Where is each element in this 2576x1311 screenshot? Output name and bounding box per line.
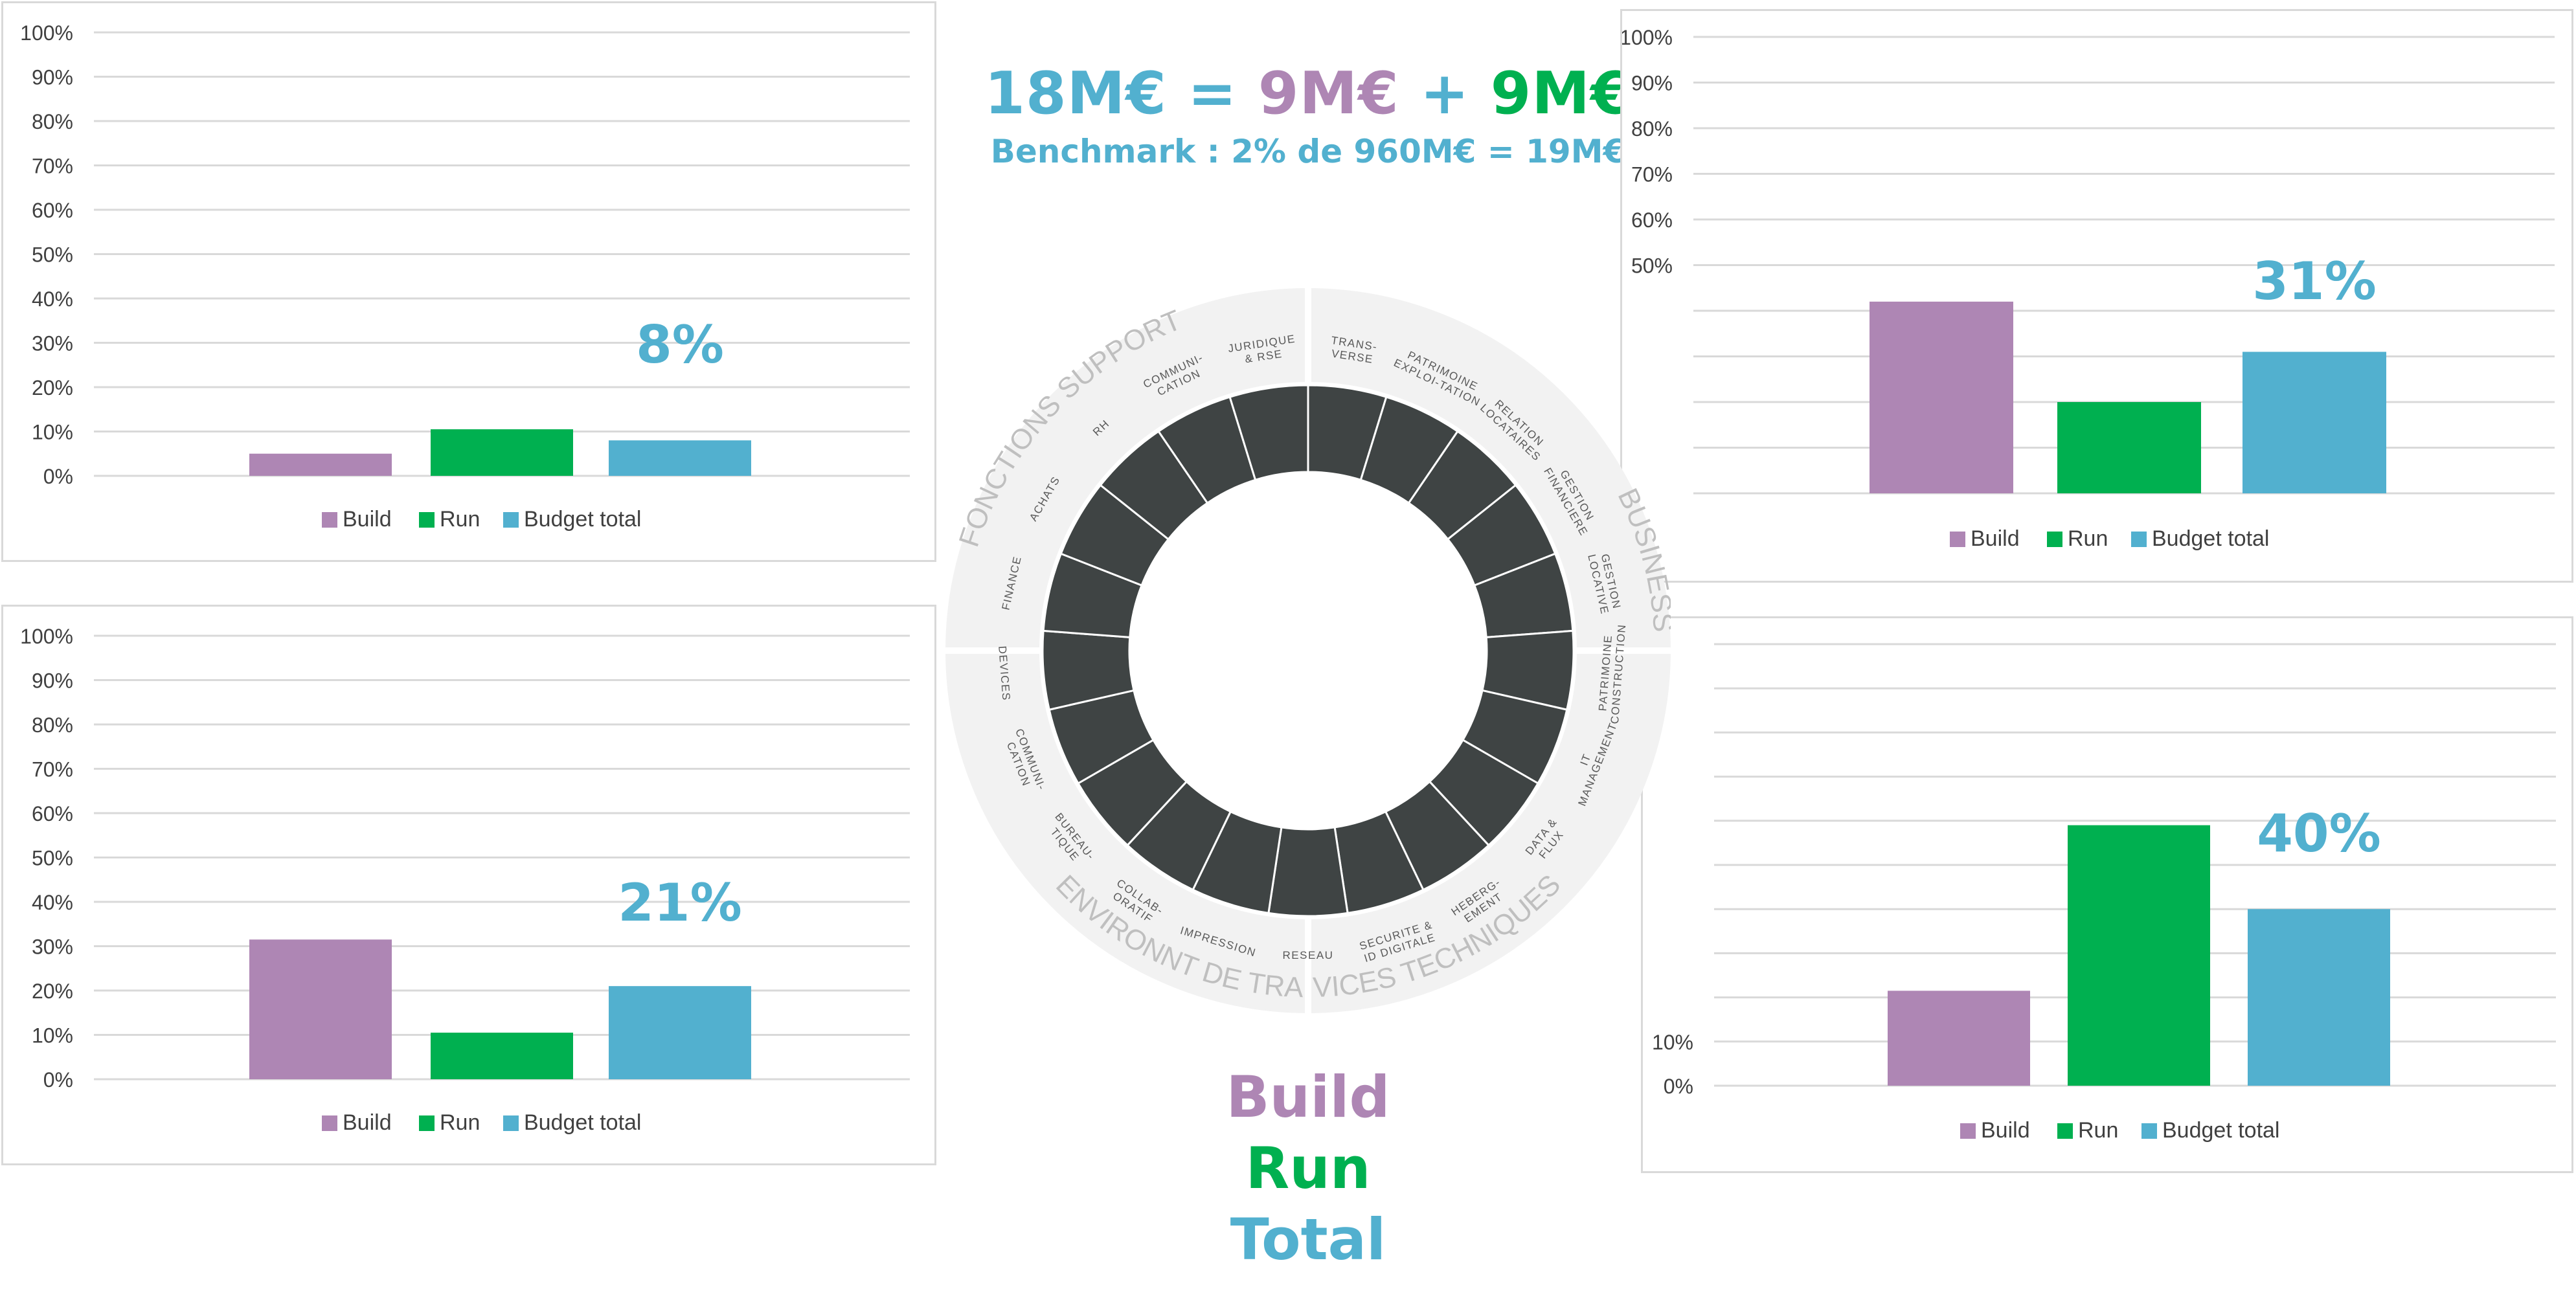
total-annotation: 8% <box>636 315 724 375</box>
bar-budget-total <box>2248 909 2390 1086</box>
total-annotation: 40% <box>2257 803 2380 864</box>
y-tick-label: 40% <box>32 891 73 914</box>
bar-chart-svg: 0% 10% 20% 30% 40% 50% 60% 70% 80% 90% 100% 21% Buil… <box>20 625 910 1135</box>
bar-budget-total <box>2243 352 2386 493</box>
bar-chart-svg: 0% 10% 40% Build Run Budget total <box>1652 643 2556 1143</box>
y-tick-label: 60% <box>32 199 73 222</box>
y-tick-label: 80% <box>32 110 73 133</box>
bar-build <box>249 453 392 476</box>
headline-equation: 18M€ = 9M€ + 9M€ <box>932 60 1684 128</box>
legend-swatch <box>2047 532 2062 547</box>
headline-run: 9M€ <box>1490 60 1632 128</box>
y-tick-label: 30% <box>32 332 73 355</box>
legend-label: Budget total <box>524 507 641 532</box>
y-tick-label: 80% <box>1631 117 1673 140</box>
y-tick-label: 10% <box>32 421 73 444</box>
bar-chart-svg: 50% 60% 70% 80% 90% 100% 31% Build Run Budget tot… <box>1622 26 2555 551</box>
legend-label: Build <box>1981 1118 2030 1143</box>
legend-swatch <box>322 1115 337 1131</box>
legend-label: Run <box>2078 1118 2118 1143</box>
total-annotation: 21% <box>618 873 741 933</box>
headline-plus: + <box>1399 60 1491 128</box>
legend-label: Build <box>1971 526 2020 551</box>
bar-build <box>1888 991 2030 1086</box>
legend-swatch <box>503 512 519 528</box>
wheel-segment-label: COMMUNI-CATION <box>1000 727 1048 797</box>
wheel-segments <box>1041 384 1575 917</box>
bar-build <box>1870 301 2013 493</box>
y-tick-label: 90% <box>32 669 73 693</box>
chart-bottom-right: 0% 10% 40% Build Run Budget total <box>1641 616 2573 1173</box>
legend-swatch <box>1950 532 1965 547</box>
legend-label: Run <box>440 507 480 532</box>
bar-chart-svg: 0% 10% 20% 30% 40% 50% 60% 70% 80% 90% 100% 8% Build… <box>20 21 910 532</box>
bar-run <box>2057 402 2201 493</box>
headline-build: 9M€ <box>1258 60 1399 128</box>
bar-build <box>249 939 392 1079</box>
legend-label: Run <box>2068 526 2108 551</box>
y-tick-label: 100% <box>1622 26 1673 49</box>
y-tick-label: 50% <box>1631 254 1673 278</box>
y-tick-label: 0% <box>1664 1075 1693 1098</box>
legend-words: Build Run Total <box>1114 1062 1502 1275</box>
y-tick-label: 10% <box>32 1024 73 1048</box>
y-tick-label: 90% <box>1631 72 1673 95</box>
y-tick-label: 100% <box>20 21 73 45</box>
y-tick-label: 0% <box>43 1068 73 1092</box>
headline-benchmark: Benchmark : 2% de 960M€ = 19M€ <box>990 133 1626 170</box>
legend-swatch <box>503 1115 519 1131</box>
legend-swatch <box>2057 1123 2073 1139</box>
legend-swatch <box>2141 1123 2157 1139</box>
legend-swatch <box>1960 1123 1976 1139</box>
y-tick-label: 40% <box>32 287 73 311</box>
headline-total: 18M€ <box>984 60 1167 128</box>
chart-bottom-left: 0% 10% 20% 30% 40% 50% 60% 70% 80% 90% 100% 21% Buil… <box>1 605 936 1165</box>
total-annotation: 31% <box>2252 251 2376 311</box>
legend-label: Budget total <box>2152 526 2269 551</box>
y-tick-label: 90% <box>32 66 73 89</box>
legend-label: Build <box>343 1110 392 1135</box>
y-tick-label: 50% <box>32 243 73 267</box>
y-tick-label: 30% <box>32 936 73 959</box>
y-tick-label: 70% <box>32 758 73 781</box>
y-tick-label: 60% <box>32 802 73 825</box>
legend-word-total: Total <box>1230 1206 1386 1273</box>
bar-budget-total <box>609 440 751 476</box>
y-tick-label: 70% <box>32 155 73 178</box>
bar-budget-total <box>609 986 751 1079</box>
y-tick-label: 20% <box>32 376 73 399</box>
y-tick-label: 20% <box>32 980 73 1003</box>
wheel-segment-label: TRANS-VERSE <box>1328 334 1378 366</box>
y-tick-label: 50% <box>32 847 73 870</box>
legend-label: Run <box>440 1110 480 1135</box>
chart-top-right: 50% 60% 70% 80% 90% 100% 31% Build Run Budget tot… <box>1620 9 2573 583</box>
legend-label: Budget total <box>2162 1118 2279 1143</box>
chart-top-left: 0% 10% 20% 30% 40% 50% 60% 70% 80% 90% 100% 8% Build… <box>1 1 936 562</box>
wheel-segment <box>1228 384 1309 482</box>
legend-swatch <box>419 512 435 528</box>
legend-swatch <box>419 1115 435 1131</box>
y-tick-label: 70% <box>1631 163 1673 186</box>
legend-word-build: Build <box>1226 1064 1390 1130</box>
bar-run <box>431 1033 573 1079</box>
legend-swatch <box>322 512 337 528</box>
y-tick-label: 100% <box>20 625 73 648</box>
y-tick-label: 60% <box>1631 208 1673 232</box>
budget-wheel: TRANS-VERSE PATRIMOINEEXPLOI-TATIONRELATI… <box>945 285 1671 1014</box>
bar-run <box>431 429 573 476</box>
legend-swatch <box>2131 532 2147 547</box>
legend-label: Budget total <box>524 1110 641 1135</box>
headline-equals: = <box>1166 60 1258 128</box>
wheel-segment-label: RESEAU <box>1283 949 1334 961</box>
y-tick-label: 80% <box>32 713 73 737</box>
bar-run <box>2068 825 2210 1086</box>
y-tick-label: 0% <box>43 465 73 488</box>
legend-label: Build <box>343 507 392 532</box>
legend-word-run: Run <box>1245 1135 1371 1202</box>
y-tick-label: 10% <box>1652 1031 1693 1054</box>
